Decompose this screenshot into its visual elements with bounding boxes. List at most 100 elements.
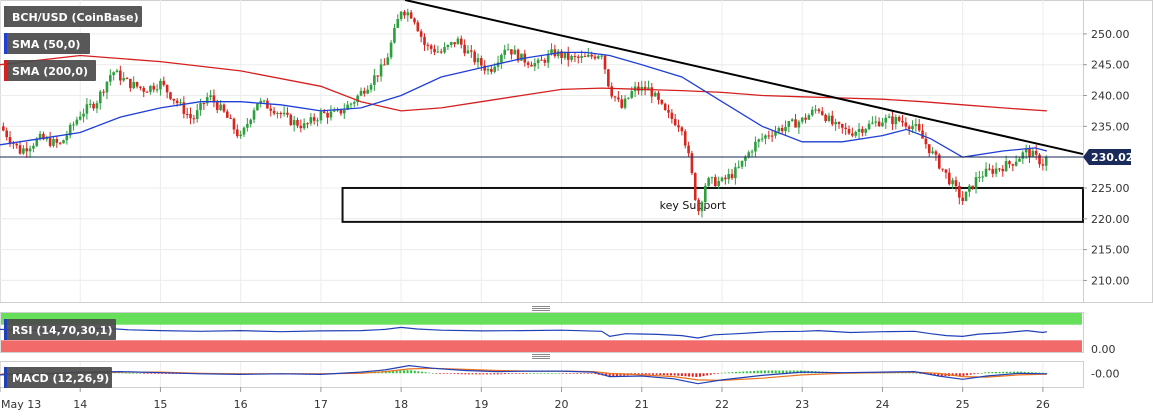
candle-body: [142, 87, 146, 92]
descending-trendline[interactable]: [404, 0, 1084, 156]
macd-histogram-bar: [561, 373, 564, 374]
sma-200-line: [0, 54, 1047, 112]
candle-body: [262, 100, 266, 102]
rsi-resize-handle[interactable]: [530, 305, 552, 311]
candle-body: [824, 114, 827, 122]
candle-body: [403, 11, 406, 16]
candle-body: [657, 92, 660, 100]
candle-body: [787, 121, 791, 127]
candle-body: [58, 142, 62, 144]
macd-histogram-bar: [969, 373, 972, 375]
legend-sma-50[interactable]: SMA (50,0): [4, 33, 90, 54]
macd-histogram-bar: [475, 373, 478, 375]
macd-histogram-bar: [157, 373, 160, 374]
candle-body: [683, 131, 687, 146]
candle-body: [423, 36, 426, 45]
candle-body: [112, 72, 115, 76]
candle-body: [189, 114, 192, 119]
legend-rsi[interactable]: RSI (14,70,30,1): [4, 319, 116, 340]
macd-histogram-bar: [677, 373, 680, 376]
macd-histogram-bar: [760, 370, 763, 374]
date-tick-label: May 13: [1, 398, 41, 411]
candle-body: [199, 103, 202, 111]
candle-body: [670, 112, 674, 119]
candle-body: [516, 49, 520, 61]
macd-histogram-bar: [428, 372, 431, 374]
candle-body: [533, 63, 537, 67]
candle-body: [894, 116, 898, 125]
candle-body: [169, 92, 172, 99]
macd-histogram-bar: [709, 373, 712, 375]
candle-body: [229, 117, 232, 119]
macd-histogram-bar: [471, 373, 474, 375]
candle-body: [115, 70, 119, 73]
macd-histogram-bar: [973, 373, 976, 375]
legend-bch-usd-label: BCH/USD (CoinBase): [12, 11, 139, 24]
candle-body: [75, 119, 79, 125]
legend-sma-200[interactable]: SMA (200,0): [4, 60, 96, 81]
macd-histogram-bar: [168, 373, 171, 374]
macd-histogram-bar: [485, 373, 488, 375]
candle-body: [914, 124, 918, 126]
macd-histogram-bar: [637, 373, 640, 375]
legend-macd[interactable]: MACD (12,26,9): [4, 367, 112, 388]
macd-histogram-bar: [568, 373, 571, 374]
candle-body: [804, 117, 807, 120]
candle-body: [266, 100, 269, 109]
macd-indicator: -0.00: [0, 364, 1119, 385]
macd-histogram-bar: [915, 372, 918, 374]
macd-histogram-bar: [688, 373, 691, 377]
macd-histogram-bar: [587, 373, 590, 374]
candle-body: [770, 135, 774, 137]
macd-histogram-bar: [583, 373, 586, 374]
candle-body: [406, 12, 410, 16]
candle-body: [650, 87, 654, 97]
macd-resize-handle[interactable]: [530, 353, 552, 360]
macd-histogram-bar: [984, 372, 987, 374]
candle-body: [383, 64, 386, 66]
candle-body: [42, 133, 45, 140]
candle-body: [817, 109, 821, 112]
candle-body: [312, 117, 316, 121]
macd-histogram-bar: [590, 373, 593, 374]
macd-histogram-bar: [655, 373, 658, 375]
macd-histogram-bar: [738, 371, 741, 374]
candle-body: [52, 138, 55, 146]
macd-histogram-bar: [489, 373, 492, 375]
macd-histogram-bar: [662, 373, 665, 376]
legend-bch-usd[interactable]: BCH/USD (CoinBase): [4, 6, 142, 27]
current-price-badge: [1083, 149, 1131, 166]
macd-histogram-bar: [431, 373, 434, 374]
macd-histogram-bar: [514, 373, 517, 374]
macd-histogram-bar: [518, 373, 521, 374]
macd-histogram-bar: [940, 373, 943, 376]
candle-body: [593, 56, 597, 59]
candle-body: [1018, 158, 1021, 162]
macd-histogram-bar: [763, 370, 766, 374]
macd-histogram-bar: [796, 370, 799, 374]
candle-body: [456, 38, 460, 45]
candle-body: [342, 109, 346, 114]
macd-histogram-bar: [529, 373, 532, 374]
candle-body: [998, 168, 1001, 170]
candle-body: [510, 49, 513, 55]
candle-body: [38, 133, 42, 140]
candle-body: [433, 48, 436, 53]
macd-histogram-bar: [121, 372, 124, 374]
macd-histogram-bar: [435, 373, 438, 374]
key-support-zone[interactable]: [341, 186, 1084, 223]
candle-body: [356, 95, 359, 103]
macd-histogram-bar: [525, 373, 528, 374]
macd-histogram-bar: [727, 372, 730, 374]
candle-body: [687, 145, 690, 154]
legend: BCH/USD (CoinBase) SMA (50,0) SMA (200,0) R…: [4, 6, 142, 388]
current-price-label: 230.02: [1091, 151, 1133, 164]
macd-tick-label: -0.00: [1091, 367, 1119, 380]
macd-histogram-bar: [695, 373, 698, 377]
candle-body: [503, 49, 507, 55]
price-tick-label: 225.00: [1091, 182, 1130, 195]
candle-body: [981, 176, 985, 178]
macd-histogram-bar: [139, 373, 142, 374]
candle-body: [777, 127, 781, 132]
